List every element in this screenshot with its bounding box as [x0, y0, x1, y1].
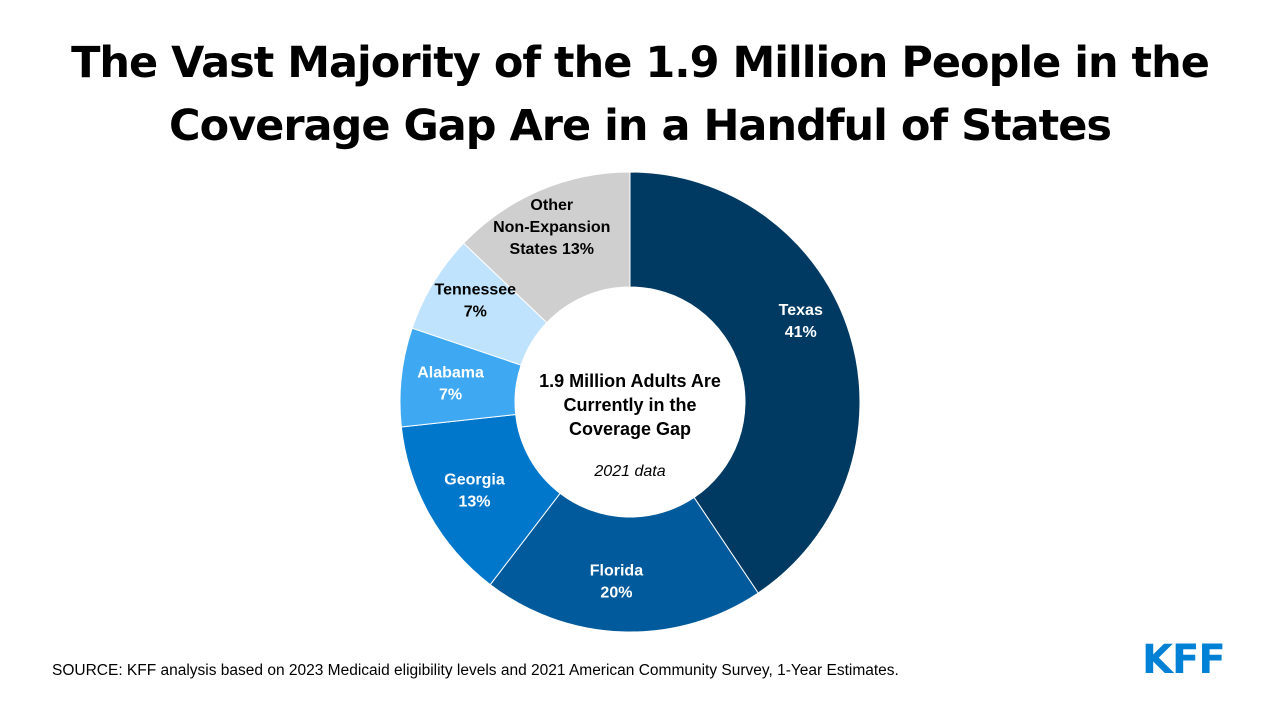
slice-label-line: States 13%	[510, 241, 594, 258]
center-label-line: Coverage Gap	[569, 419, 691, 439]
center-label-line: Currently in the	[563, 395, 696, 415]
slice-label-line: Alabama	[417, 365, 484, 382]
slice-label-line: Georgia	[444, 472, 505, 489]
slice-label-line: Florida	[590, 562, 643, 579]
slice-label-line: 7%	[464, 304, 487, 321]
kff-logo: KFF	[1142, 637, 1226, 683]
donut-chart: Texas 41%Florida 20%Georgia 13%Alabama 7%Ten…	[399, 171, 861, 633]
slice-florida	[489, 492, 759, 633]
slice-label-florida: Florida 20%	[590, 562, 643, 601]
slice-label-line: 20%	[600, 584, 632, 601]
source-note: SOURCE: KFF analysis based on 2023 Medic…	[52, 662, 899, 679]
slice-label-line: 41%	[785, 324, 817, 341]
slice-label-line: Tennessee	[435, 282, 517, 299]
slice-label-georgia: Georgia 13%	[444, 472, 505, 511]
slice-other-non-expansion-states	[462, 171, 631, 324]
slice-label-line: Other	[530, 197, 573, 214]
slice-texas	[629, 171, 861, 594]
slice-label-line: 7%	[439, 387, 462, 404]
slice-label-alabama: Alabama 7%	[417, 365, 484, 404]
donut-slice-labels: Texas 41%Florida 20%Georgia 13%Alabama 7%Ten…	[417, 197, 823, 602]
center-label: 1.9 Million Adults Are Currently in the Co…	[539, 371, 721, 439]
donut-center: 1.9 Million Adults Are Currently in the Co…	[539, 371, 721, 480]
center-subtext: 2021 data	[593, 463, 665, 480]
slice-label-texas: Texas 41%	[779, 302, 823, 341]
slice-label-other-non-expansion-states: Other Non-Expansion States 13%	[493, 197, 610, 258]
chart-title: The Vast Majority of the 1.9 Million Peo…	[40, 32, 1240, 158]
center-label-line: 1.9 Million Adults Are	[539, 371, 721, 391]
chart-title-line-2: Coverage Gap Are in a Handful of States	[169, 101, 1112, 151]
slice-label-line: 13%	[458, 494, 490, 511]
slice-label-line: Non-Expansion	[493, 219, 610, 236]
slice-label-tennessee: Tennessee 7%	[435, 282, 517, 321]
chart-title-line-1: The Vast Majority of the 1.9 Million Peo…	[71, 38, 1210, 88]
slice-label-line: Texas	[779, 302, 823, 319]
donut-slices	[399, 171, 861, 633]
